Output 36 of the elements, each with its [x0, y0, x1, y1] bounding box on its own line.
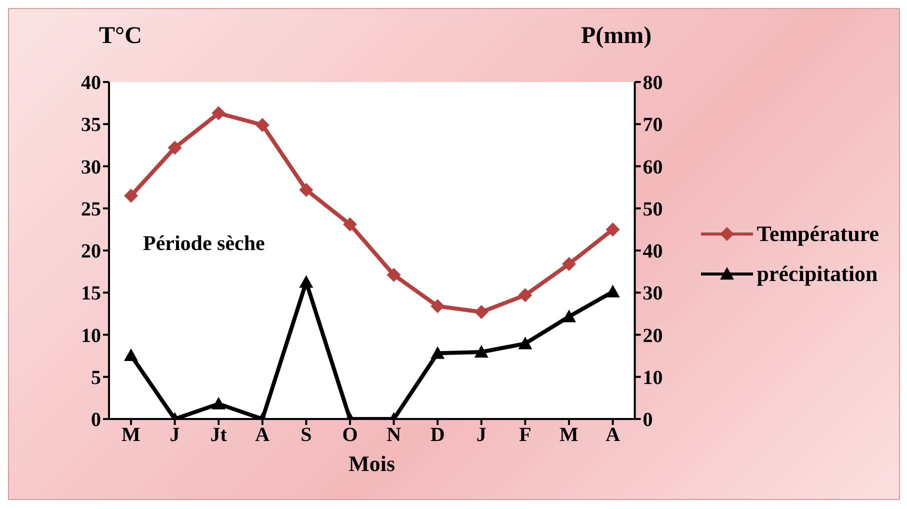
y-tick-label: 5	[91, 366, 101, 389]
y2-tick-label: 50	[642, 198, 663, 220]
x-tick-label: N	[386, 424, 402, 446]
legend-label: Température	[756, 221, 879, 247]
x-tick-label: O	[342, 424, 358, 446]
y2-tick-label: 40	[642, 240, 663, 263]
x-tick-label: M	[560, 424, 579, 446]
y-axis-title: T°C	[99, 23, 142, 50]
x-tick-label: J	[476, 424, 486, 446]
y-tick-label: 35	[81, 114, 101, 136]
y2-tick-label: 0	[642, 409, 653, 432]
y-tick-label: 30	[81, 156, 101, 178]
y2-tick-label: 10	[642, 366, 663, 389]
y2-axis-title: P(mm)	[581, 23, 652, 50]
y-tick-label: 10	[81, 324, 101, 347]
x-tick-label: D	[430, 424, 445, 446]
y2-tick-label: 30	[642, 282, 663, 305]
y2-tick-label: 60	[642, 156, 663, 178]
x-tick-label: Jt	[210, 424, 228, 446]
x-tick-label: A	[255, 424, 270, 446]
y2-tick-label: 20	[642, 324, 663, 347]
x-tick-label: J	[170, 424, 180, 446]
y-tick-label: 20	[81, 240, 101, 263]
y-tick-label: 40	[81, 72, 101, 94]
x-tick-label: S	[300, 424, 312, 446]
annotation: Période sèche	[143, 231, 265, 256]
y2-tick-label: 70	[642, 114, 663, 136]
x-tick-label: F	[519, 424, 532, 446]
y-tick-label: 25	[81, 198, 101, 220]
y2-tick-label: 80	[642, 72, 663, 94]
y-tick-label: 15	[81, 282, 101, 305]
x-tick-label: M	[122, 424, 141, 446]
legend-label: précipitation	[756, 261, 878, 287]
y-tick-label: 0	[91, 409, 101, 432]
x-axis-title: Mois	[348, 451, 396, 476]
x-tick-label: A	[606, 424, 621, 446]
